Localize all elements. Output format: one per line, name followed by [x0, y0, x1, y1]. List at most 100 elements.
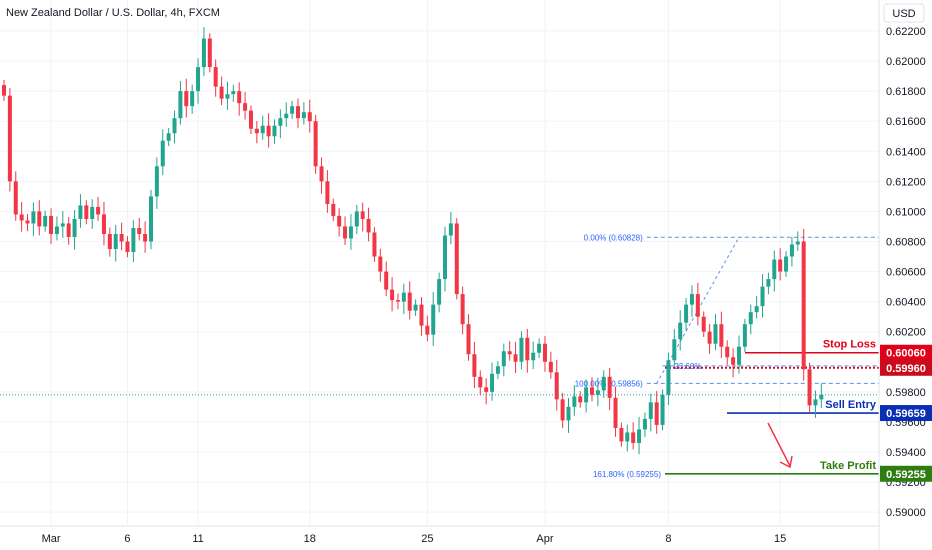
candle-body — [107, 233, 112, 250]
candle — [513, 341, 518, 374]
candle-body — [466, 324, 471, 355]
candle — [519, 331, 524, 370]
candle — [443, 226, 447, 292]
candle — [260, 115, 265, 140]
candle — [619, 422, 624, 447]
candle-body — [225, 94, 230, 99]
candle-body — [454, 223, 459, 295]
candle — [231, 84, 236, 102]
time-axis: Mar 6 11 18 25 Apr 8 15 — [42, 533, 787, 545]
candle-body — [407, 292, 412, 311]
candle — [560, 392, 565, 429]
stop_loss-label: Stop Loss — [823, 339, 876, 351]
candle-body — [478, 376, 483, 388]
candle-body — [625, 432, 630, 442]
candle — [578, 391, 583, 408]
candle-body — [296, 106, 300, 119]
currency-button[interactable]: USD — [883, 3, 925, 23]
fib-label: 23.60% — [674, 362, 701, 371]
take_profit-tag-value: 0.59255 — [886, 469, 926, 481]
candle-body — [166, 133, 171, 141]
candle — [166, 127, 171, 147]
candle-body — [660, 394, 665, 425]
take_profit-tag-bg — [880, 465, 932, 482]
candle — [590, 377, 594, 402]
candle-body — [413, 304, 418, 311]
candle — [113, 225, 118, 262]
candle — [60, 210, 65, 238]
candle-body — [313, 121, 318, 167]
candle-body — [795, 241, 800, 245]
candle-body — [196, 67, 201, 92]
candle-body — [495, 366, 500, 374]
candle — [307, 99, 312, 133]
candle-body — [778, 259, 783, 272]
candle-body — [266, 125, 271, 137]
candle — [789, 236, 794, 267]
candle-body — [666, 360, 671, 395]
candle — [595, 377, 600, 407]
candle-body — [460, 294, 465, 325]
date-tick-label: Apr — [536, 533, 553, 545]
price-tick-label: 0.59800 — [886, 387, 926, 399]
candle-body — [49, 215, 54, 234]
candle-body — [190, 91, 195, 107]
candle — [119, 222, 124, 251]
candle — [813, 390, 818, 418]
candle — [196, 58, 201, 104]
candle-body — [607, 376, 612, 398]
price-tick-label: 0.59400 — [886, 447, 926, 459]
candle — [172, 110, 177, 144]
candle — [795, 231, 800, 251]
candle-body — [819, 394, 824, 400]
candle — [460, 286, 465, 335]
candle — [49, 208, 54, 245]
candle — [407, 281, 412, 320]
candle-body — [66, 223, 71, 237]
candle-body — [284, 113, 289, 119]
candle-body — [684, 304, 689, 323]
candle-body — [754, 306, 759, 313]
candle — [766, 272, 771, 295]
candle-body — [672, 339, 677, 361]
candle-body — [378, 256, 383, 272]
candle-body — [472, 354, 477, 377]
candle-body — [137, 227, 142, 234]
candle — [66, 216, 71, 245]
candle-body — [595, 390, 600, 395]
candle-body — [343, 226, 348, 239]
price-tick-label: 0.61600 — [886, 116, 926, 128]
candle — [107, 227, 112, 257]
candle-body — [101, 214, 106, 234]
candle — [601, 370, 606, 399]
candle-body — [772, 259, 777, 280]
candle-body — [390, 289, 395, 301]
price-tick-label: 0.60800 — [886, 236, 926, 248]
candle — [419, 296, 424, 336]
candle-body — [584, 387, 589, 403]
candle — [13, 171, 18, 221]
candle — [354, 204, 359, 235]
candle — [454, 218, 459, 300]
candle — [531, 341, 536, 370]
fib-label: 161.80% (0.59255) — [593, 470, 661, 479]
candle-body — [290, 106, 295, 114]
candle-body — [60, 223, 65, 227]
candle-body — [307, 112, 312, 122]
candle — [631, 422, 636, 450]
candle-body — [348, 226, 353, 239]
candle — [290, 100, 295, 119]
entry_dotted-tag-value: 0.59960 — [886, 363, 926, 375]
candle — [431, 292, 436, 346]
candle-body — [184, 91, 189, 107]
candle — [807, 362, 812, 414]
candle-body — [119, 233, 124, 242]
candle — [72, 210, 77, 250]
candle-body — [578, 396, 583, 403]
candle-body — [125, 241, 130, 253]
candle-body — [566, 406, 571, 421]
candle — [566, 398, 571, 433]
take_profit-label: Take Profit — [820, 460, 876, 472]
candle-body — [525, 337, 530, 361]
